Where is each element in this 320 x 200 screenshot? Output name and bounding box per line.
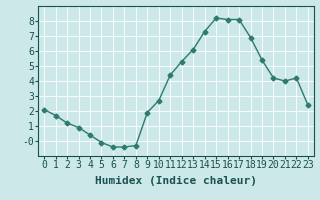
X-axis label: Humidex (Indice chaleur): Humidex (Indice chaleur)	[95, 176, 257, 186]
